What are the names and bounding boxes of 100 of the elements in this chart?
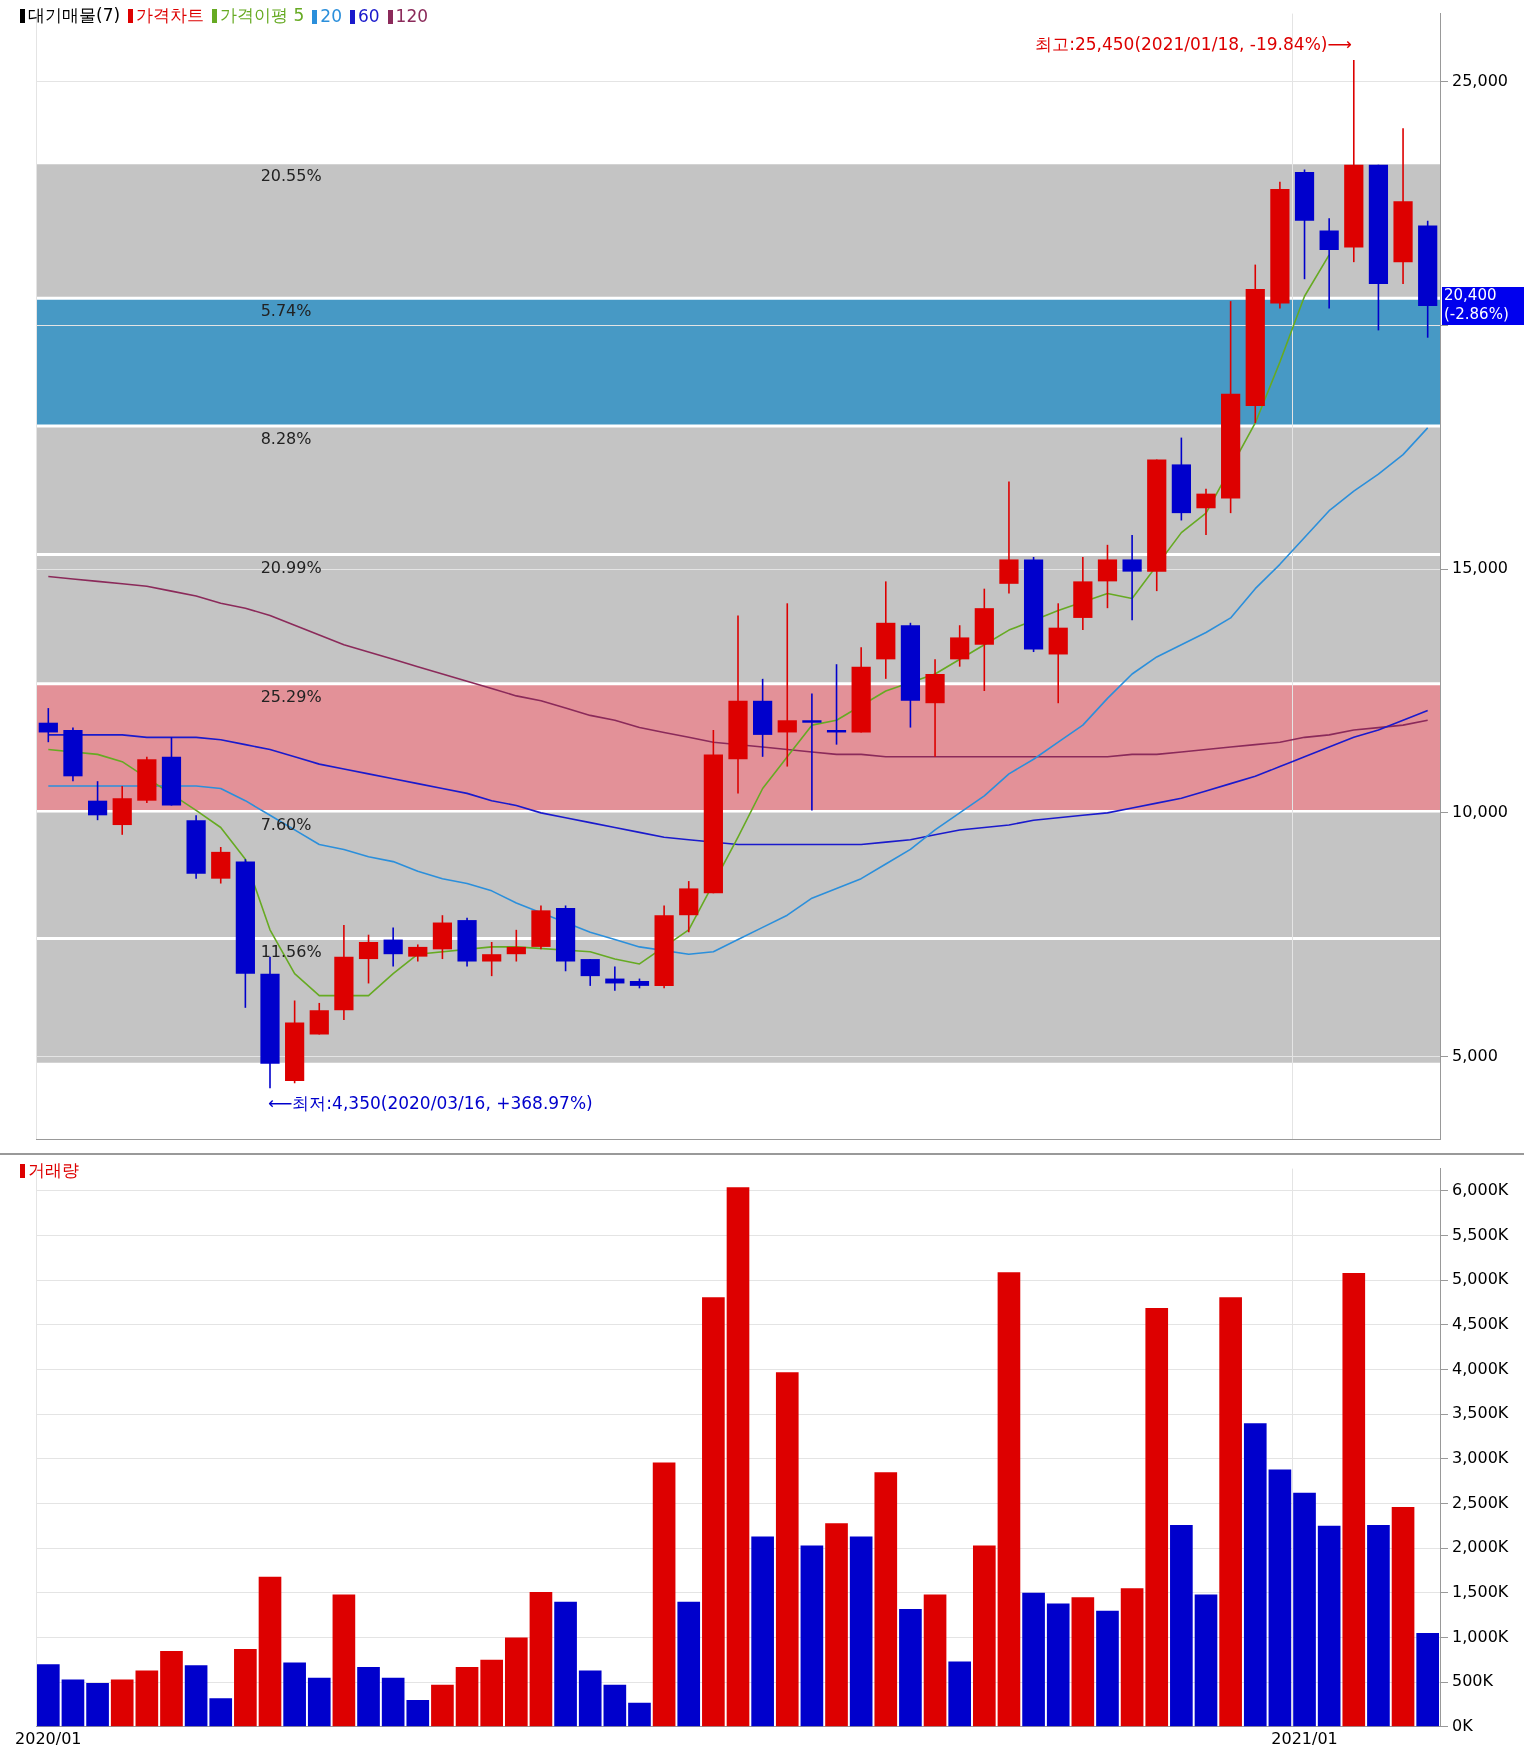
y-tick-label: 3,000K bbox=[1452, 1448, 1509, 1468]
bar bbox=[1096, 1610, 1119, 1727]
band-label: 8.28% bbox=[260, 429, 312, 449]
bar bbox=[455, 1666, 479, 1727]
candlestick bbox=[950, 624, 970, 668]
candlestick bbox=[38, 707, 58, 743]
bar bbox=[1317, 1525, 1341, 1727]
bar bbox=[948, 1661, 972, 1727]
bar bbox=[972, 1545, 996, 1727]
bar bbox=[628, 1702, 651, 1727]
bar bbox=[1046, 1603, 1070, 1727]
x-tick-label: 2021/01 bbox=[1271, 1728, 1338, 1748]
bar bbox=[431, 1684, 454, 1727]
bar bbox=[160, 1650, 183, 1727]
annotation: ⟵최저:4,350(2020/03/16, +368.97%) bbox=[268, 1092, 593, 1113]
y-tick-label: 5,000 bbox=[1452, 1045, 1498, 1065]
legend-label: 20 bbox=[320, 5, 342, 26]
y-tick-label: 2,000K bbox=[1452, 1537, 1509, 1557]
y-tick-label: 4,000K bbox=[1452, 1358, 1509, 1378]
y-tick-label: 500K bbox=[1452, 1671, 1494, 1691]
candlestick bbox=[580, 958, 600, 987]
bar bbox=[1342, 1273, 1366, 1727]
bar bbox=[554, 1601, 577, 1727]
bar bbox=[825, 1523, 848, 1727]
bar bbox=[1391, 1507, 1415, 1727]
bar bbox=[603, 1684, 627, 1727]
band-label: 20.55% bbox=[260, 165, 322, 185]
bar bbox=[184, 1665, 208, 1727]
candlestick bbox=[383, 926, 403, 968]
bar bbox=[381, 1677, 405, 1727]
candlestick bbox=[358, 933, 379, 985]
bar bbox=[578, 1670, 602, 1727]
candlestick bbox=[777, 602, 797, 768]
bar bbox=[1293, 1492, 1316, 1727]
bar bbox=[1194, 1594, 1218, 1727]
bar bbox=[652, 1462, 676, 1727]
bar bbox=[899, 1608, 922, 1727]
y-tick-label: 6,000K bbox=[1452, 1180, 1509, 1200]
y-tick-label: 15,000 bbox=[1452, 558, 1508, 578]
bar bbox=[135, 1670, 159, 1727]
bar bbox=[874, 1472, 898, 1727]
bar bbox=[283, 1662, 306, 1727]
bar bbox=[110, 1679, 134, 1727]
bar bbox=[1120, 1588, 1144, 1727]
candlestick bbox=[1122, 534, 1142, 622]
bar bbox=[1416, 1633, 1440, 1727]
band-label: 25.29% bbox=[260, 686, 322, 706]
bar bbox=[1243, 1423, 1267, 1727]
bar bbox=[86, 1683, 109, 1727]
y-tick-label: 3,500K bbox=[1452, 1403, 1509, 1423]
bar bbox=[258, 1576, 282, 1727]
bar bbox=[529, 1591, 553, 1727]
candlestick bbox=[1196, 487, 1216, 536]
legend-label: 120 bbox=[395, 5, 429, 26]
candlestick bbox=[1097, 544, 1118, 609]
bar bbox=[1170, 1524, 1193, 1727]
bar bbox=[1219, 1297, 1242, 1727]
y-tick-label: 25,000 bbox=[1452, 70, 1508, 90]
bar bbox=[1145, 1307, 1169, 1727]
bar bbox=[1367, 1524, 1390, 1727]
bar bbox=[1071, 1597, 1095, 1727]
y-tick-label: 10,000 bbox=[1452, 802, 1508, 822]
x-tick-label: 2020/01 bbox=[15, 1728, 82, 1748]
bar bbox=[751, 1536, 774, 1727]
bar bbox=[775, 1372, 799, 1727]
legend-label: 가격차트 bbox=[136, 5, 205, 25]
bar bbox=[800, 1545, 824, 1727]
y-tick-label: 2,500K bbox=[1452, 1492, 1509, 1512]
legend-title: 대기매물(7) bbox=[28, 5, 121, 25]
bar bbox=[997, 1272, 1021, 1727]
bar bbox=[849, 1536, 873, 1727]
bar bbox=[61, 1679, 85, 1727]
y-tick-label: 0K bbox=[1452, 1715, 1474, 1735]
candlestick bbox=[1319, 217, 1339, 310]
bar bbox=[209, 1698, 233, 1727]
bar bbox=[1268, 1469, 1292, 1727]
bar bbox=[234, 1649, 257, 1727]
annotation: 최고:25,450(2021/01/18, -19.84%)⟶ bbox=[1035, 34, 1352, 55]
legend-label: 거래량 bbox=[28, 1160, 79, 1180]
legend-label: 60 bbox=[357, 5, 380, 26]
candlestick bbox=[506, 929, 526, 963]
bar bbox=[677, 1601, 701, 1727]
candlestick bbox=[802, 692, 822, 812]
y-tick-label: 5,500K bbox=[1452, 1224, 1509, 1244]
y-tick-label: 1,000K bbox=[1452, 1626, 1509, 1646]
bar bbox=[1022, 1592, 1045, 1727]
y-tick-label: 5,000K bbox=[1452, 1269, 1509, 1289]
bar bbox=[307, 1677, 331, 1727]
bar bbox=[357, 1666, 380, 1727]
y-tick-label: 4,500K bbox=[1452, 1314, 1509, 1334]
legend-label: 가격이평 5 bbox=[220, 5, 305, 25]
bar bbox=[923, 1594, 947, 1727]
y-tick-label: 1,500K bbox=[1452, 1581, 1509, 1601]
bar bbox=[504, 1637, 528, 1727]
band-label: 20.99% bbox=[260, 557, 322, 577]
bar bbox=[332, 1594, 356, 1727]
bar bbox=[480, 1659, 504, 1727]
bar bbox=[406, 1700, 430, 1727]
bar bbox=[726, 1187, 750, 1727]
bar bbox=[36, 1664, 60, 1727]
